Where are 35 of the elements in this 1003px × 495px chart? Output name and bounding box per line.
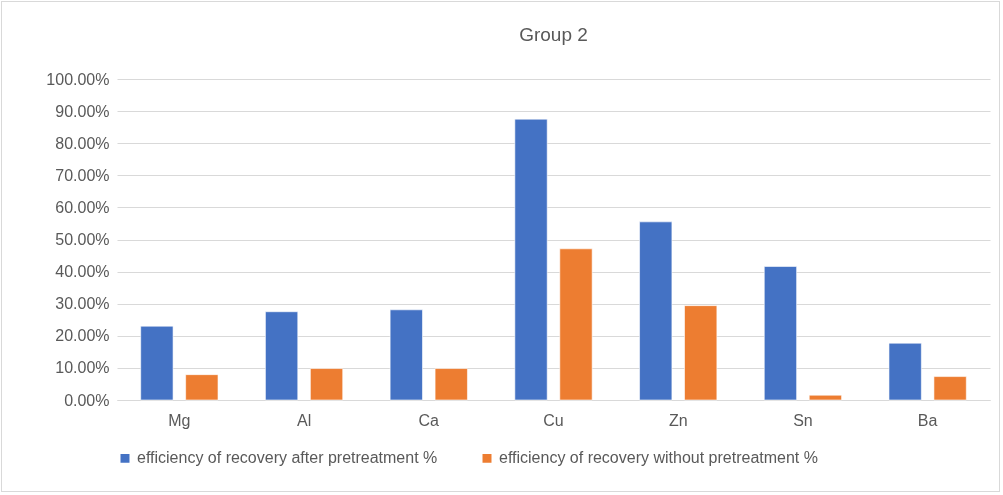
bar [763,266,797,401]
bar [559,248,593,401]
bar [310,368,344,401]
y-tick-label: 50.00% [55,231,110,248]
y-tick-label: 30.00% [55,295,110,313]
x-tick-label: Ca [418,411,440,429]
bar [684,305,718,401]
bar [434,368,468,401]
bar [140,325,174,401]
bar [933,376,967,401]
x-tick-label: Zn [668,411,688,429]
y-tick-label: 10.00% [55,359,110,377]
y-tick-label: 40.00% [55,263,110,281]
y-tick-label: 60.00% [55,198,110,216]
x-tick-label: Ba [917,411,938,429]
bar [888,342,922,401]
x-tick-label: Mg [168,411,191,429]
x-tick-label: Sn [793,411,813,429]
bar [639,221,673,401]
y-tick-label: 90.00% [55,102,110,120]
y-tick-label: 80.00% [55,134,110,152]
bar [185,374,219,401]
x-tick-label: Al [296,411,312,429]
y-tick-label: 100.00% [46,70,110,88]
bar [514,118,548,401]
bar [265,311,299,401]
y-tick-label: 20.00% [55,327,110,345]
bar [389,309,423,401]
x-tick-label: Cu [543,411,564,429]
legend-label: efficiency of recovery after pretreatment % [137,449,438,467]
chart-title: Group 2 [519,24,588,45]
y-tick-label: 70.00% [55,166,110,184]
y-tick-label: 0.00% [64,391,110,409]
bar [808,394,842,401]
legend-label: efficiency of recovery without pretreatment % [499,449,818,467]
